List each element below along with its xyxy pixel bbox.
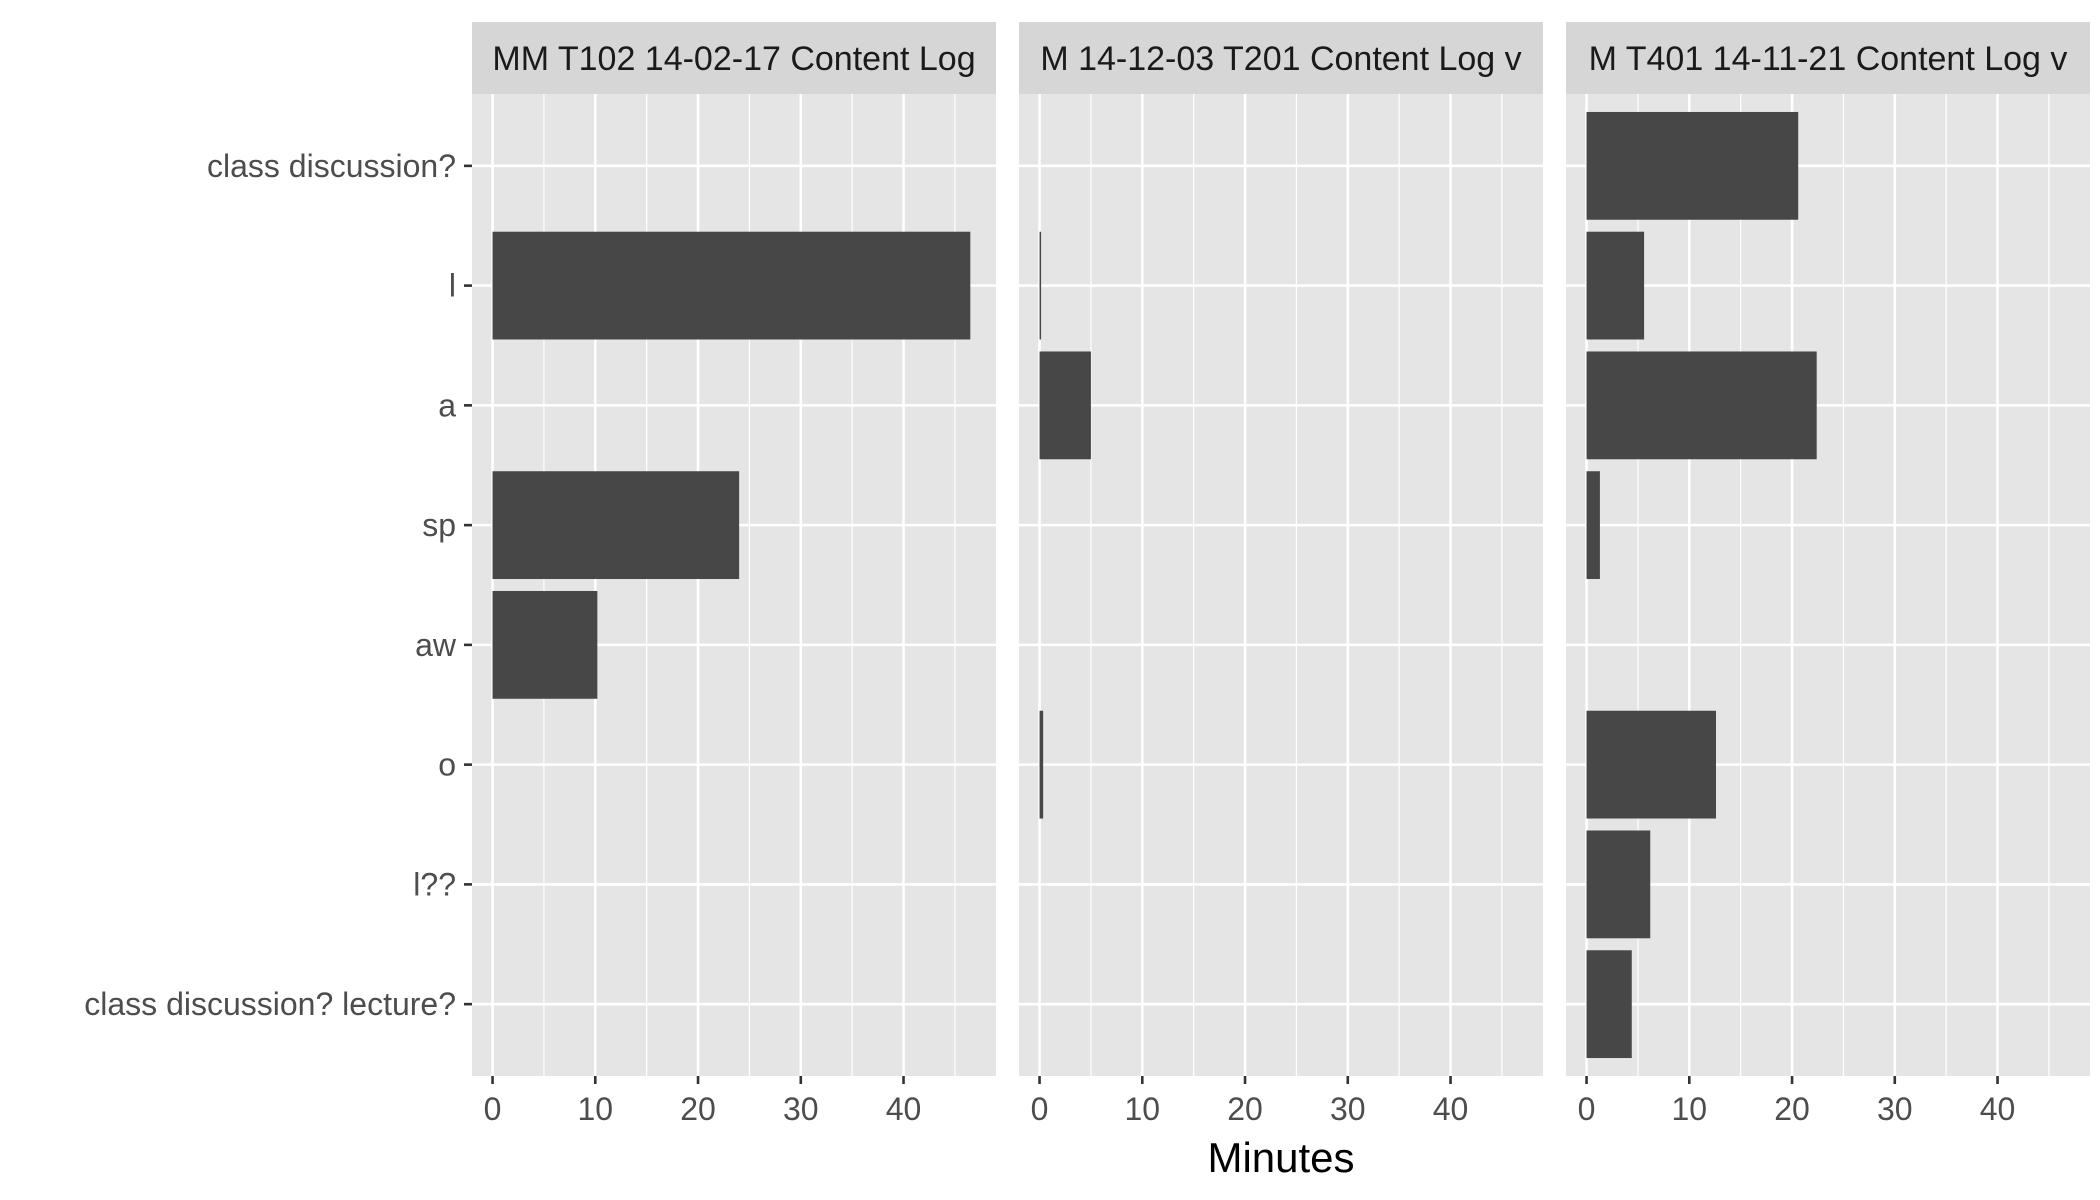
y-category-label: aw bbox=[415, 627, 457, 663]
bar bbox=[492, 590, 598, 699]
bar bbox=[1586, 950, 1632, 1059]
bar bbox=[1586, 111, 1799, 220]
bar bbox=[1586, 471, 1600, 580]
bar bbox=[492, 231, 971, 340]
bar bbox=[1039, 351, 1091, 460]
y-category-label: class discussion? lecture? bbox=[84, 986, 456, 1022]
x-tick-label: 20 bbox=[680, 1091, 716, 1127]
x-tick-label: 10 bbox=[1671, 1091, 1707, 1127]
x-tick-label: 0 bbox=[1578, 1091, 1596, 1127]
bar bbox=[1586, 231, 1645, 340]
facet-strip bbox=[1566, 22, 2090, 94]
x-tick-label: 20 bbox=[1227, 1091, 1263, 1127]
bar bbox=[492, 471, 740, 580]
panel-background bbox=[1566, 94, 2090, 1076]
x-axis-title: Minutes bbox=[1207, 1134, 1354, 1181]
x-tick-label: 40 bbox=[1980, 1091, 2016, 1127]
y-category-label: class discussion? bbox=[207, 148, 456, 184]
bar bbox=[1039, 710, 1044, 819]
bar bbox=[1586, 710, 1717, 819]
panel-1: MM T102 14-02-17 Content Log 0 10 20 30 40 bbox=[472, 22, 996, 1127]
y-category-label: a bbox=[438, 387, 456, 423]
x-tick-label: 0 bbox=[1031, 1091, 1049, 1127]
y-category-label: l bbox=[449, 268, 456, 304]
facet-title: MM T102 14-02-17 Content Log bbox=[492, 40, 975, 78]
bar bbox=[1039, 231, 1042, 340]
x-tick-label: 20 bbox=[1774, 1091, 1810, 1127]
facet-title: M T401 14-11-21 Content Log v bbox=[1589, 40, 2068, 78]
x-tick-label: 30 bbox=[1330, 1091, 1366, 1127]
y-axis-labels: class discussion? l a sp aw o l?? class discuss… bbox=[84, 148, 472, 1022]
x-tick-label: 10 bbox=[577, 1091, 613, 1127]
bar bbox=[1586, 351, 1817, 460]
y-category-label: sp bbox=[422, 507, 456, 543]
y-category-label: o bbox=[438, 747, 456, 783]
panel-background bbox=[1019, 94, 1543, 1076]
x-tick-label: 10 bbox=[1124, 1091, 1160, 1127]
panel-2: M 14-12-03 T201 Content Log v 0 10 20 30 40 bbox=[1019, 22, 1543, 1127]
x-tick-label: 30 bbox=[1877, 1091, 1913, 1127]
facet-strip bbox=[1019, 22, 1543, 94]
panel-3: M T401 14-11-21 Content Log v 0 10 20 30 40 bbox=[1566, 22, 2090, 1127]
x-tick-label: 40 bbox=[1433, 1091, 1469, 1127]
facet-title: M 14-12-03 T201 Content Log v bbox=[1040, 40, 1521, 78]
x-tick-label: 40 bbox=[886, 1091, 922, 1127]
x-tick-label: 0 bbox=[484, 1091, 502, 1127]
x-tick-label: 30 bbox=[783, 1091, 819, 1127]
facet-strip bbox=[472, 22, 996, 94]
bar bbox=[1586, 830, 1651, 939]
y-category-label: l?? bbox=[413, 866, 456, 902]
